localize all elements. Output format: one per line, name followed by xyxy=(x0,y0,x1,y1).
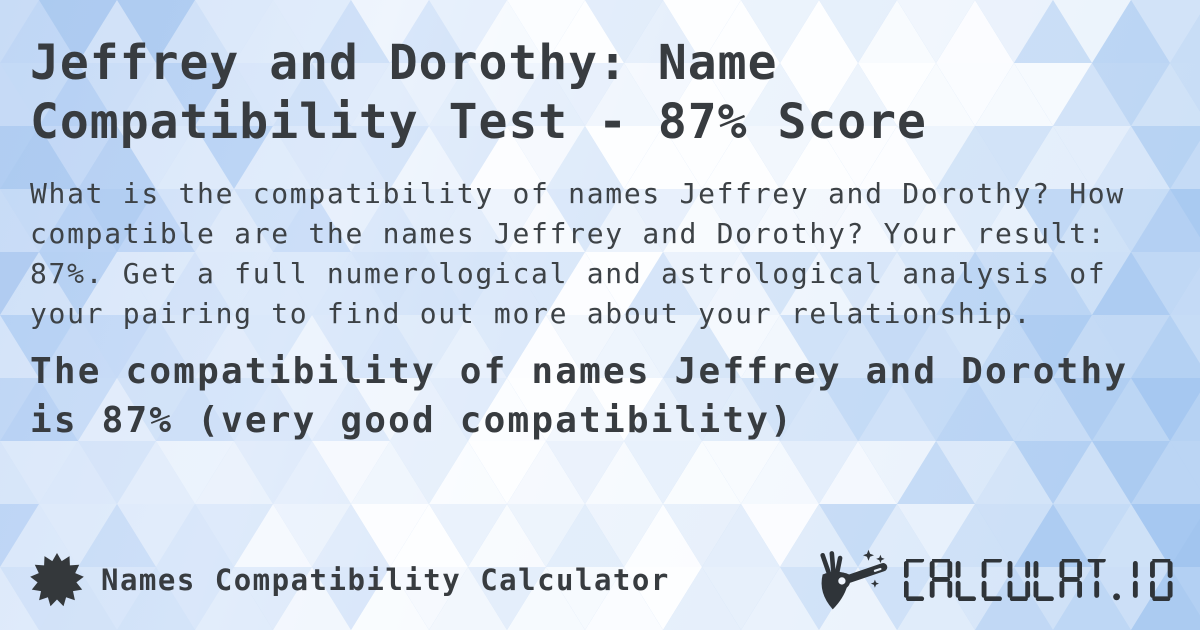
app-name-label: Names Compatibility Calculator xyxy=(101,563,670,597)
app-branding: Names Compatibility Calculator xyxy=(30,553,670,607)
site-logo xyxy=(810,547,1174,613)
page-title: Jeffrey and Dorothy: Name Compatibility … xyxy=(30,35,927,150)
starburst-icon xyxy=(30,553,84,607)
magic-wand-hand-icon xyxy=(810,547,894,613)
footer: Names Compatibility Calculator xyxy=(30,549,1174,610)
logo-wordmark xyxy=(904,559,1174,601)
page-description: What is the compatibility of names Jeffr… xyxy=(30,177,1125,330)
result-summary: The compatibility of names Jeffrey and D… xyxy=(30,351,1129,441)
